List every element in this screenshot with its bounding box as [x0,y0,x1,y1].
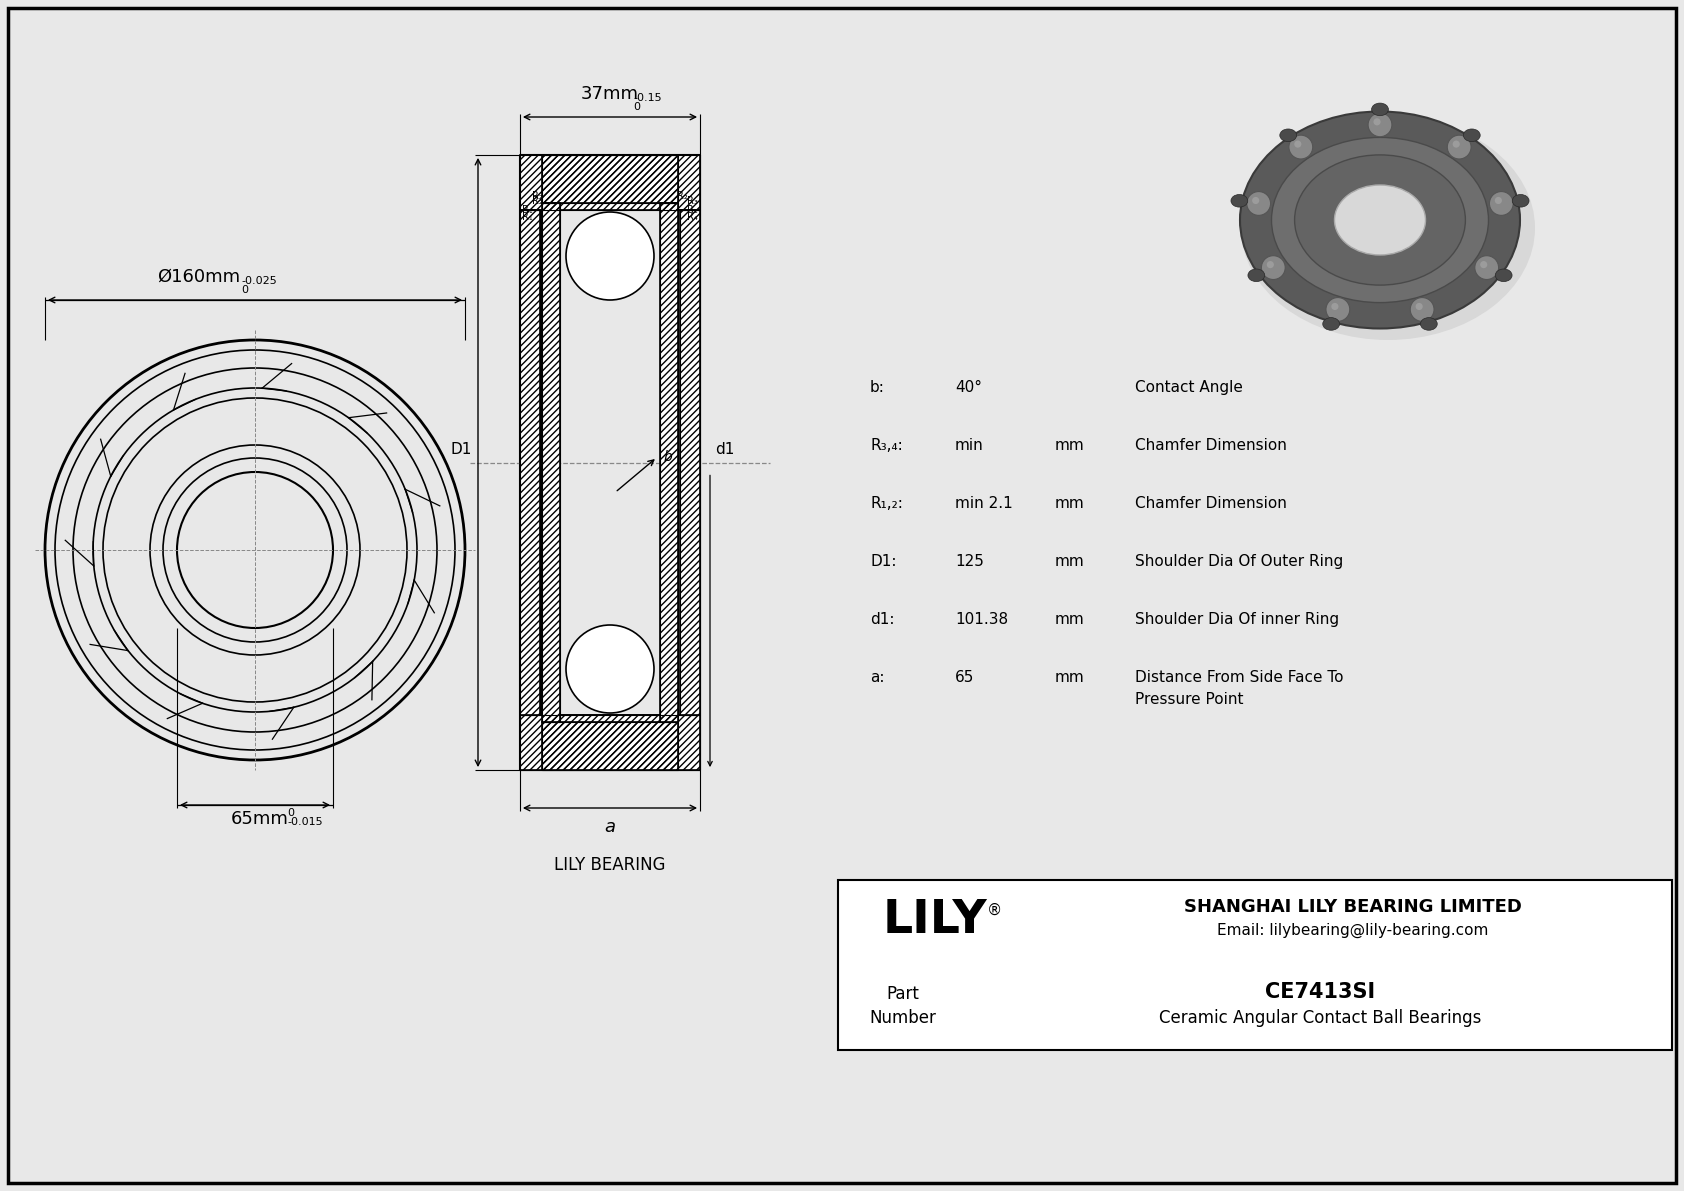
Polygon shape [542,202,561,722]
Circle shape [1332,303,1339,310]
Text: D1:: D1: [871,554,896,569]
Circle shape [1447,135,1472,158]
Ellipse shape [1241,116,1536,339]
Ellipse shape [1420,318,1436,330]
Text: a: a [605,818,615,836]
Circle shape [1495,197,1502,204]
Ellipse shape [1463,129,1480,142]
Text: d1:: d1: [871,612,894,626]
Polygon shape [520,155,701,210]
Circle shape [1325,298,1351,322]
Text: LILY: LILY [882,898,987,943]
Circle shape [1374,118,1381,125]
Text: mm: mm [1054,438,1084,453]
Text: min 2.1: min 2.1 [955,495,1012,511]
Text: Part
Number: Part Number [869,985,936,1027]
Text: -0.015: -0.015 [286,817,323,827]
Ellipse shape [1371,104,1388,116]
Ellipse shape [1280,129,1297,142]
Ellipse shape [1512,194,1529,207]
Ellipse shape [1495,269,1512,281]
Text: R₂: R₂ [532,197,542,206]
Text: b: b [663,450,672,464]
Ellipse shape [1295,155,1465,285]
Text: a:: a: [871,671,884,685]
Text: Contact Angle: Contact Angle [1135,380,1243,395]
Text: R₂: R₂ [532,191,542,201]
Bar [839,880,1672,1050]
Polygon shape [520,210,541,715]
Text: Email: lilybearing@lily-bearing.com: Email: lilybearing@lily-bearing.com [1218,923,1489,939]
Circle shape [1410,298,1435,322]
Text: 65: 65 [955,671,975,685]
Ellipse shape [1271,137,1489,303]
Circle shape [1367,113,1393,137]
Text: mm: mm [1054,495,1084,511]
Text: 65mm: 65mm [231,810,290,828]
Text: R₁: R₁ [522,205,532,216]
Text: 125: 125 [955,554,983,569]
Text: SHANGHAI LILY BEARING LIMITED: SHANGHAI LILY BEARING LIMITED [1184,898,1521,916]
Circle shape [1266,261,1273,268]
Text: Ceramic Angular Contact Ball Bearings: Ceramic Angular Contact Ball Bearings [1159,1009,1482,1027]
Circle shape [1246,192,1270,216]
Text: CE7413SI: CE7413SI [1265,981,1376,1002]
Text: min: min [955,438,983,453]
Ellipse shape [1322,318,1339,330]
Circle shape [1480,261,1487,268]
Ellipse shape [1239,112,1521,329]
Circle shape [1288,135,1314,158]
Text: R₂: R₂ [677,191,689,201]
Text: D1: D1 [451,443,472,457]
Polygon shape [520,715,701,771]
Text: mm: mm [1054,554,1084,569]
Text: Chamfer Dimension: Chamfer Dimension [1135,495,1287,511]
Text: Chamfer Dimension: Chamfer Dimension [1135,438,1287,453]
Text: Distance From Side Face To: Distance From Side Face To [1135,671,1344,685]
Text: R₁,₂:: R₁,₂: [871,495,903,511]
Text: LILY BEARING: LILY BEARING [554,856,665,874]
Text: mm: mm [1054,671,1084,685]
Ellipse shape [1248,269,1265,281]
Circle shape [1475,256,1499,280]
Text: Ø160mm: Ø160mm [157,268,241,286]
Circle shape [1261,256,1285,280]
Text: R₁: R₁ [522,212,532,222]
Polygon shape [680,210,701,715]
Text: mm: mm [1054,612,1084,626]
Text: -0.025: -0.025 [241,276,276,286]
Text: Shoulder Dia Of Outer Ring: Shoulder Dia Of Outer Ring [1135,554,1344,569]
Ellipse shape [1334,185,1425,255]
Circle shape [566,625,653,713]
Text: R₃: R₃ [687,197,697,206]
Ellipse shape [1231,194,1248,207]
Circle shape [566,212,653,300]
Circle shape [1253,197,1260,204]
Text: 40°: 40° [955,380,982,395]
Text: 37mm: 37mm [581,85,638,102]
Text: ®: ® [987,903,1002,918]
Text: -0.15: -0.15 [633,93,662,102]
Polygon shape [542,155,679,202]
Circle shape [1453,141,1460,148]
Text: d1: d1 [716,443,734,457]
Text: 0: 0 [286,807,295,818]
Text: Pressure Point: Pressure Point [1135,692,1243,707]
Polygon shape [542,722,679,771]
Circle shape [1489,192,1514,216]
Text: R₃,₄:: R₃,₄: [871,438,903,453]
Text: 0: 0 [633,102,640,112]
Polygon shape [660,202,679,722]
Circle shape [1295,141,1302,148]
Text: 0: 0 [241,285,248,295]
Text: Shoulder Dia Of inner Ring: Shoulder Dia Of inner Ring [1135,612,1339,626]
Text: b:: b: [871,380,884,395]
Text: 101.38: 101.38 [955,612,1009,626]
Text: R₁: R₁ [687,205,697,216]
Text: R₄: R₄ [687,212,697,222]
Circle shape [1416,303,1423,310]
